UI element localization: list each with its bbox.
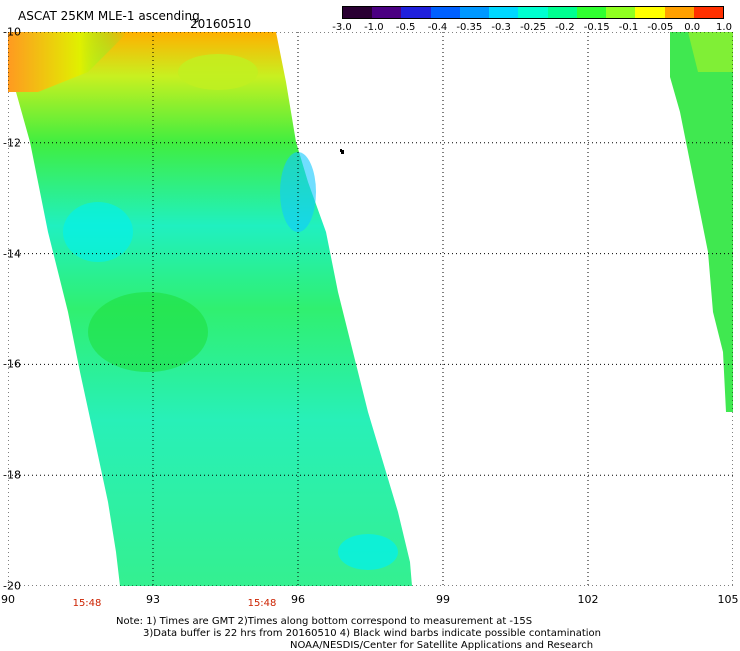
color-swatch: [664, 7, 694, 18]
color-scale-tick-label: -0.05: [647, 22, 674, 33]
high-wind-region: [8, 32, 128, 92]
longitude-label: 96: [291, 593, 305, 606]
color-swatch: [459, 7, 490, 18]
map-date: 20160510: [190, 17, 252, 31]
color-scale-tick-label: 1.0: [716, 22, 732, 33]
color-swatch: [635, 7, 665, 18]
color-scale-tick-label: -0.5: [395, 22, 416, 33]
color-scale-tick-label: -0.35: [456, 22, 483, 33]
note-line-3: NOAA/NESDIS/Center for Satellite Applica…: [290, 640, 594, 651]
color-scale-tick-label: -0.1: [618, 22, 639, 33]
note-line-2: 3)Data buffer is 22 hrs from 20160510 4)…: [143, 628, 601, 639]
latitude-label: -18: [3, 468, 21, 482]
color-swatch: [547, 7, 577, 18]
color-scale-tick-label: -0.2: [555, 22, 575, 33]
longitude-label: 99: [436, 593, 450, 606]
color-swatch: [606, 7, 636, 18]
latitude-label: -14: [3, 247, 21, 261]
latitude-label: -20: [3, 579, 21, 593]
longitude-label: 105: [717, 593, 739, 606]
color-scale-tick-label: -0.4: [427, 22, 448, 33]
satellite-swath: [8, 32, 412, 586]
color-scale-tick-label: -0.25: [520, 22, 546, 33]
color-scale-tick-label: 0.0: [684, 22, 701, 33]
color-swatch: [489, 7, 519, 18]
latitude-label: -16: [3, 357, 21, 371]
color-swatch: [518, 7, 548, 18]
swath-time-label: 15:48: [247, 598, 277, 609]
color-scale-tick-label: -1.0: [364, 22, 384, 33]
color-swatch: [693, 7, 724, 18]
note-line-1: Note: 1) Times are GMT 2)Times along bot…: [116, 616, 533, 627]
wind-patch: [338, 534, 398, 570]
wind-patch: [63, 202, 133, 262]
island-marker: [341, 150, 344, 154]
color-swatch: [401, 7, 431, 18]
map-title: ASCAT 25KM MLE-1 ascending: [18, 9, 200, 23]
longitude-label: 93: [146, 593, 160, 606]
longitude-label: 90: [1, 593, 15, 606]
color-swatch: [430, 7, 460, 18]
color-scale-tick-label: -0.15: [583, 22, 610, 33]
wind-patch: [688, 32, 733, 72]
color-scale-tick-label: -3.0: [332, 22, 352, 33]
satellite-swath-east: [670, 32, 733, 412]
color-swatch: [343, 7, 373, 18]
swath-map: [8, 32, 733, 586]
color-scale-bar: [342, 6, 724, 19]
color-swatch: [372, 7, 402, 18]
latitude-label: -12: [3, 136, 21, 150]
longitude-label: 102: [577, 593, 599, 606]
color-scale-tick-label: -0.3: [491, 22, 511, 33]
color-swatch: [576, 7, 607, 18]
swath-time-label: 15:48: [72, 598, 102, 609]
wind-patch: [178, 54, 258, 90]
wind-patch: [88, 292, 208, 372]
latitude-label: -10: [3, 25, 21, 39]
